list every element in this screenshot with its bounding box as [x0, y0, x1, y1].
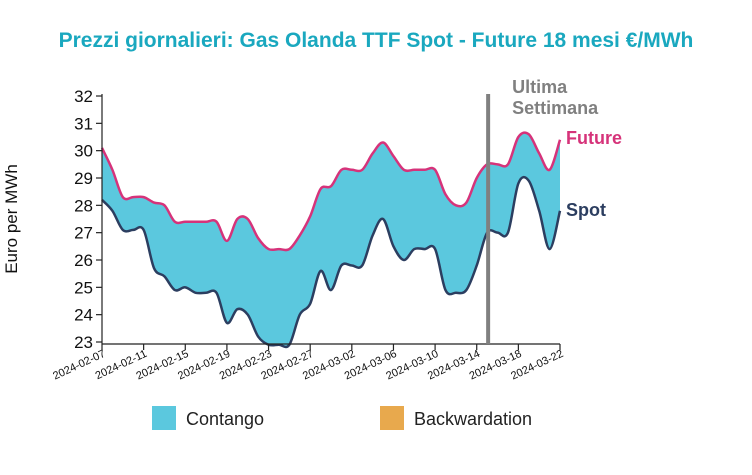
last-week-label-line: Settimana: [512, 98, 599, 118]
legend-label-backwardation: Backwardation: [414, 409, 532, 429]
spot-series-label: Spot: [566, 200, 606, 220]
y-tick-label: 29: [74, 169, 93, 188]
series-labels: Future Spot: [566, 128, 622, 220]
y-axis-label: Euro per MWh: [2, 164, 21, 274]
future-series-label: Future: [566, 128, 622, 148]
y-tick-label: 24: [74, 306, 93, 325]
y-tick-label: 26: [74, 251, 93, 270]
y-tick-label: 30: [74, 142, 93, 161]
y-tick-label: 23: [74, 333, 93, 352]
spot-line: [101, 175, 562, 349]
last-week-label: Ultima Settimana: [512, 77, 599, 118]
legend-swatch-backwardation: [380, 406, 404, 430]
y-tick-label: 31: [74, 114, 93, 133]
area-fills: [102, 132, 560, 347]
annotations: Ultima Settimana: [486, 77, 599, 344]
contango-area: [102, 132, 560, 347]
y-tick-label: 32: [74, 87, 93, 106]
y-tick-label: 28: [74, 196, 93, 215]
y-tick-label: 27: [74, 224, 93, 243]
future-line: [100, 131, 562, 252]
y-tick-label: 25: [74, 278, 93, 297]
chart-title: Prezzi giornalieri: Gas Olanda TTF Spot …: [59, 29, 694, 52]
series-lines: [100, 131, 562, 349]
legend-swatch-contango: [152, 406, 176, 430]
legend-label-contango: Contango: [186, 409, 264, 429]
legend: Contango Backwardation: [152, 406, 532, 430]
last-week-label-line: Ultima: [512, 77, 568, 97]
